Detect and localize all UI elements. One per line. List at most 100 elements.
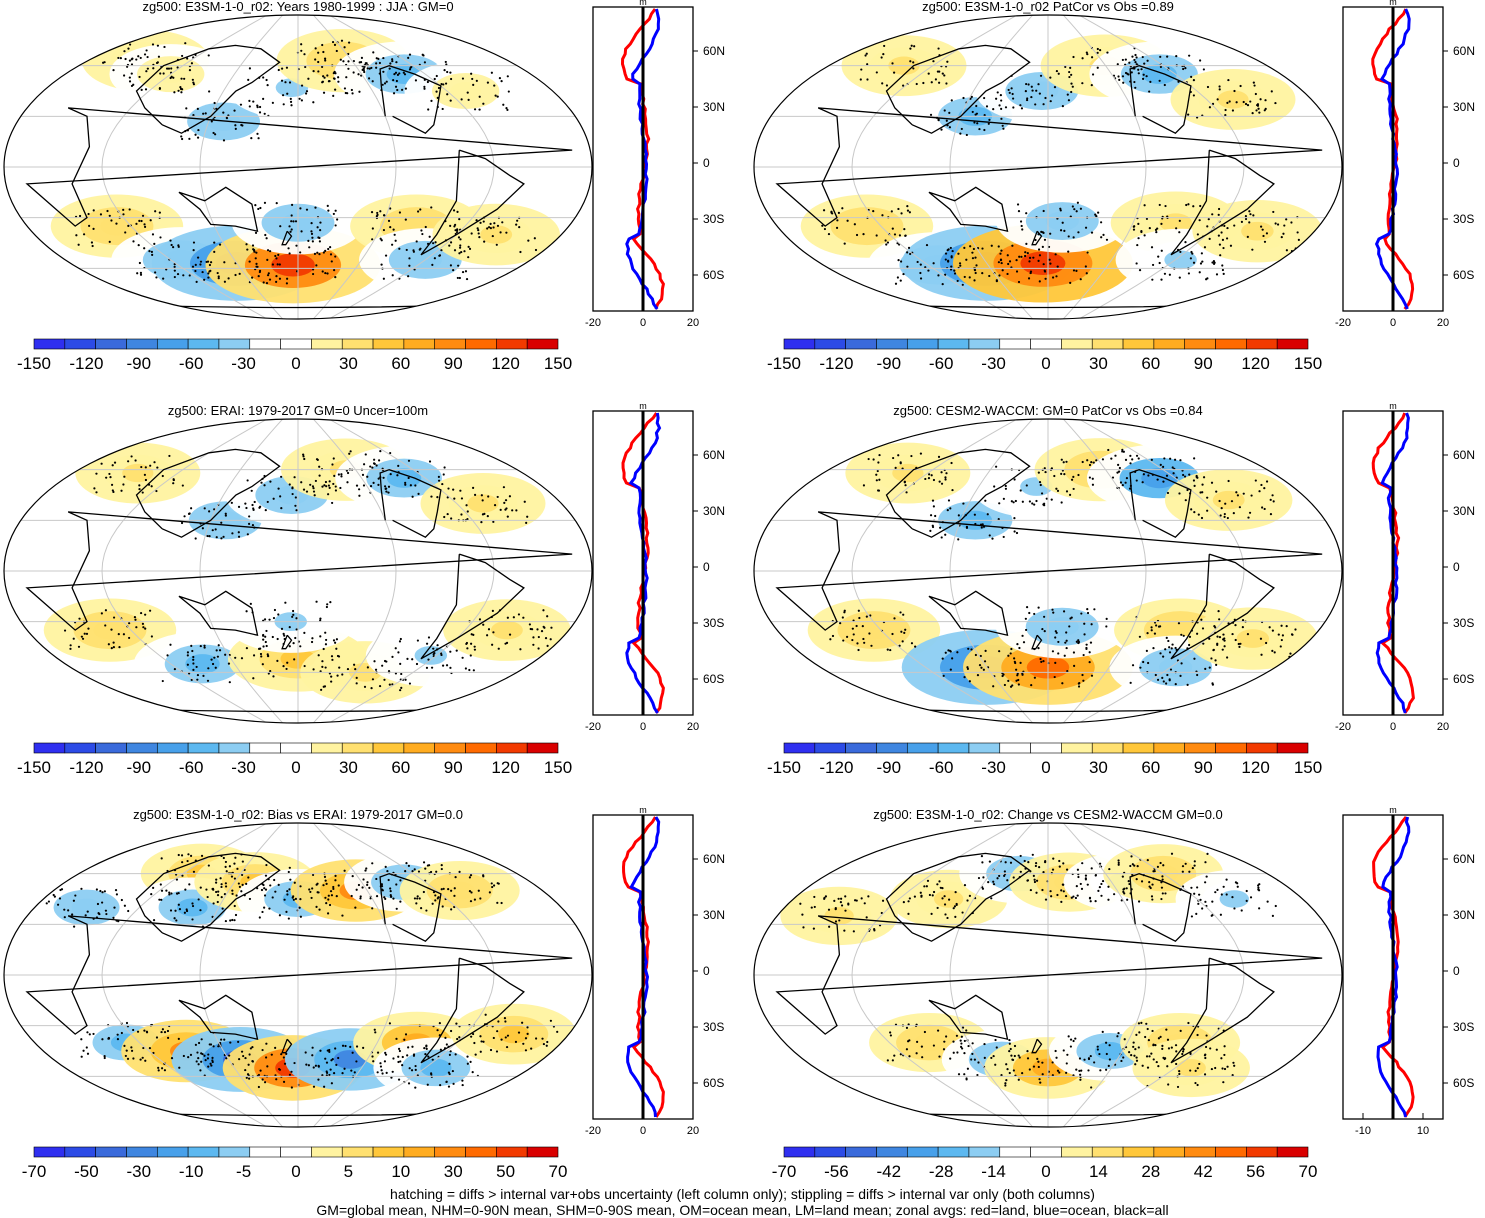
stipple-dot	[827, 908, 831, 911]
stipple-dot	[1101, 1030, 1104, 1033]
stipple-dot	[314, 1064, 317, 1067]
stipple-dot	[1124, 71, 1128, 75]
anomaly-core	[467, 494, 499, 513]
stipple-dot	[956, 651, 959, 654]
stipple-dot	[944, 258, 947, 261]
stipple-dot	[240, 1050, 244, 1053]
stipple-dot	[429, 870, 433, 874]
stipple-dot	[251, 1060, 255, 1063]
stipple-dot	[259, 206, 262, 210]
stipple-dot	[334, 276, 337, 279]
stipple-dot	[265, 644, 268, 648]
stipple-dot	[122, 213, 125, 216]
stipple-dot	[985, 105, 989, 108]
stipple-dot	[414, 1068, 417, 1071]
stipple-dot	[420, 907, 423, 910]
stipple-dot	[1244, 217, 1248, 221]
stipple-dot	[1008, 260, 1012, 263]
stipple-dot	[1204, 1056, 1207, 1060]
stipple-dot	[473, 108, 477, 111]
stipple-dot	[339, 486, 342, 490]
stipple-dot	[1210, 657, 1213, 660]
stipple-dot	[436, 1029, 439, 1032]
stipple-dot	[906, 265, 909, 268]
stipple-dot	[343, 869, 346, 872]
continent-outline	[281, 1038, 293, 1054]
stipple-dot	[1061, 105, 1064, 108]
stipple-dot	[322, 251, 325, 254]
stipple-dot	[898, 644, 901, 647]
colorbar-swatch	[372, 338, 405, 350]
colorbar-swatch	[249, 742, 281, 754]
stipple-dot	[367, 77, 371, 80]
stipple-dot	[417, 870, 421, 873]
stipple-dot	[246, 248, 249, 251]
stipple-dot	[1226, 516, 1229, 520]
stipple-dot	[263, 112, 266, 115]
stipple-dot	[288, 225, 291, 228]
continent-outline	[135, 852, 281, 942]
stipple-dot	[926, 879, 930, 882]
stipple-dot	[1096, 51, 1099, 54]
stipple-dot	[1212, 648, 1215, 652]
stipple-dot	[492, 884, 496, 887]
stipple-dot	[321, 660, 324, 663]
stipple-dot	[1043, 238, 1047, 241]
anomaly-core	[857, 620, 891, 640]
stipple-dot	[1181, 870, 1184, 873]
stipple-dot	[1042, 263, 1045, 266]
stipple-dot	[351, 875, 354, 878]
stipple-dot	[340, 473, 343, 476]
colorbar-tick-label: 90	[444, 758, 463, 777]
stipple-dot	[355, 888, 358, 891]
stipple-dot	[1019, 854, 1022, 858]
stipple-dot	[305, 490, 309, 493]
stipple-dot	[238, 885, 241, 888]
stipple-dot	[414, 79, 418, 82]
stipple-dot	[1141, 481, 1144, 484]
stipple-dot	[1105, 1068, 1108, 1071]
stipple-dot	[331, 463, 334, 466]
stipple-dot	[285, 667, 288, 671]
stipple-dot	[387, 219, 391, 222]
colorbar-swatch	[526, 338, 559, 350]
stipple-dot	[897, 454, 900, 457]
stipple-dot	[343, 87, 347, 90]
stipple-dot	[162, 277, 165, 280]
stipple-dot	[909, 60, 912, 63]
stipple-dot	[1068, 493, 1072, 496]
stipple-dot	[1013, 1054, 1016, 1058]
stipple-dot	[290, 228, 293, 231]
stipple-dot	[87, 627, 90, 630]
stipple-dot	[311, 1054, 314, 1057]
stipple-dot	[362, 67, 365, 70]
stipple-dot	[157, 1066, 160, 1069]
stipple-dot	[225, 1057, 228, 1060]
stipple-dot	[461, 1079, 464, 1082]
stipple-dot	[178, 908, 182, 911]
stipple-dot	[1033, 880, 1037, 884]
stipple-dot	[903, 481, 906, 484]
stipple-dot	[408, 257, 411, 260]
stipple-dot	[382, 277, 385, 280]
stipple-dot	[374, 668, 378, 671]
stipple-dot	[1037, 83, 1040, 86]
stipple-dot	[290, 104, 293, 107]
stipple-dot	[1072, 895, 1075, 898]
stipple-dot	[350, 894, 353, 898]
stipple-dot	[323, 875, 327, 878]
stipple-dot	[196, 1051, 199, 1054]
stipple-dot	[122, 633, 126, 636]
stipple-dot	[1117, 863, 1120, 866]
stipple-dot	[882, 53, 885, 56]
stipple-dot	[206, 895, 209, 899]
stipple-dot	[1100, 882, 1103, 886]
stipple-dot	[72, 899, 75, 902]
stipple-dot	[224, 882, 227, 885]
stipple-dot	[278, 1068, 282, 1071]
stipple-dot	[334, 1047, 337, 1050]
anomaly-core	[1241, 221, 1274, 241]
stipple-dot	[110, 219, 113, 222]
stipple-dot	[384, 1051, 387, 1054]
stipple-dot	[222, 139, 226, 142]
